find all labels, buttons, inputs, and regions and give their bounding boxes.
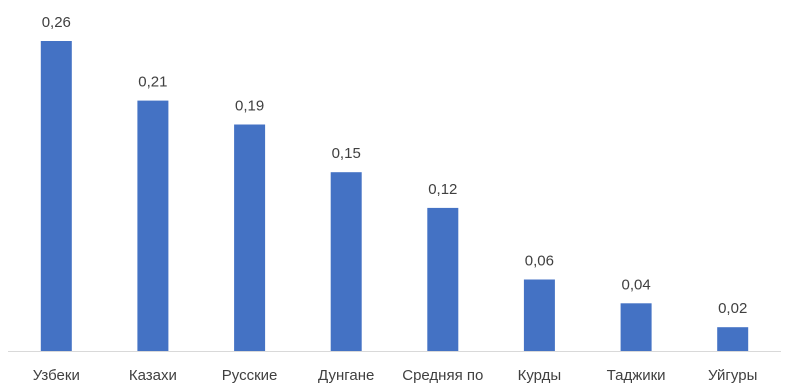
bars-group	[40, 41, 749, 351]
x-tick-label-6: Курды	[518, 367, 562, 383]
x-tick-label-5: Средняя по	[402, 367, 483, 383]
x-tick-labels-group: Узбеки Казахи Русские Дунгане Средняя по Курд…	[33, 367, 758, 383]
data-label-4: 0,15	[332, 145, 361, 162]
bar-5	[427, 207, 459, 351]
data-label-5: 0,12	[428, 181, 457, 198]
data-label-1: 0,26	[42, 14, 71, 31]
data-label-6: 0,06	[525, 253, 554, 270]
data-labels-group: 0,26 0,21 0,19 0,15 0,12 0,06 0,04 0,02	[42, 14, 748, 317]
data-label-8: 0,02	[718, 300, 747, 317]
data-label-7: 0,04	[621, 276, 650, 293]
x-tick-label-3: Русские	[222, 367, 278, 383]
bar-2	[137, 100, 169, 351]
data-label-2: 0,21	[138, 74, 167, 91]
bar-8	[717, 327, 749, 351]
bar-1	[40, 41, 72, 351]
bar-7	[620, 303, 652, 351]
bar-6	[523, 279, 555, 351]
bar-3	[234, 124, 266, 351]
bar-4	[330, 172, 362, 351]
x-tick-label-8: Уйгуры	[708, 367, 757, 383]
x-tick-label-4: Дунгане	[318, 367, 374, 383]
data-label-3: 0,19	[235, 98, 264, 115]
x-tick-label-1: Узбеки	[33, 367, 80, 383]
x-tick-label-2: Казахи	[129, 367, 177, 383]
x-tick-label-7: Таджики	[607, 367, 666, 383]
